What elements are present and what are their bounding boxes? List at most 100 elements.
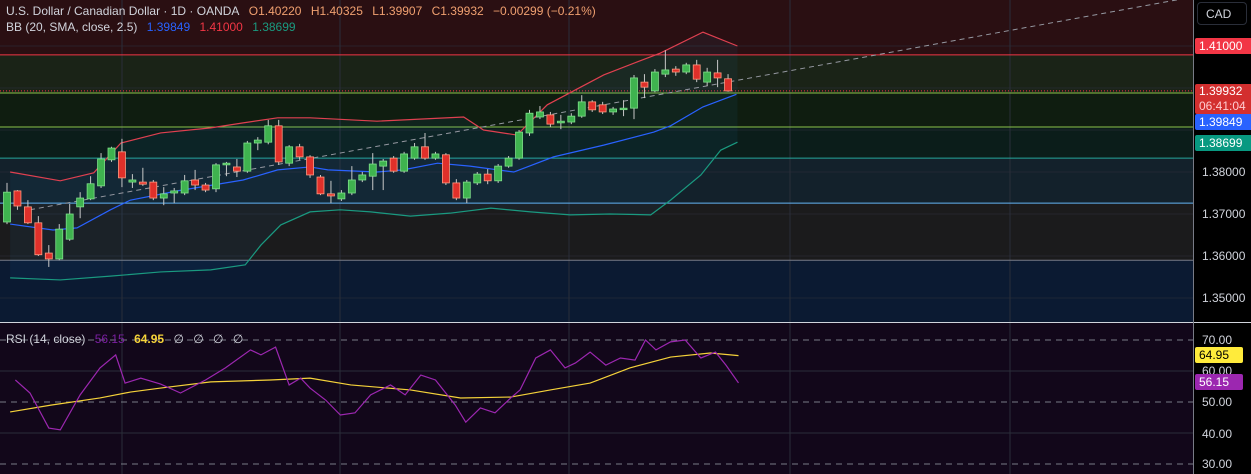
candle-body [577, 101, 586, 117]
ohlc-high: H1.40325 [310, 4, 363, 18]
bar-countdown: 06:41:04 [1199, 99, 1246, 113]
candle-body [347, 179, 356, 194]
candles [3, 50, 732, 267]
symbol-legend[interactable]: U.S. Dollar / Canadian Dollar · 1D · OAN… [6, 4, 602, 18]
candle-body [483, 173, 492, 182]
ohlc-change: −0.00299 (−0.21%) [493, 4, 596, 18]
candle-body [536, 111, 544, 118]
rsi-value: 56.15 [94, 332, 125, 346]
candle-body [149, 181, 158, 199]
candle-body [86, 183, 95, 200]
bb-upper-line [10, 31, 738, 182]
rsi-lines [0, 339, 1193, 465]
ohlc-close: C1.39932 [431, 4, 484, 18]
candle-body [44, 252, 53, 260]
rsi-extra: ∅ [173, 332, 184, 346]
axis-bg [1193, 0, 1251, 474]
candle-body [76, 197, 85, 208]
candle-body [651, 71, 659, 92]
rsi-tick: 70.00 [1202, 333, 1233, 347]
candle-body [138, 181, 147, 185]
candle-body [3, 191, 11, 223]
candle-body [316, 176, 325, 195]
price-tick: 1.36000 [1202, 249, 1246, 263]
candle-body [13, 190, 22, 207]
candle-body [546, 114, 555, 125]
bb-fill [10, 32, 738, 280]
last-price-tag: 1.39932 06:41:04 [1195, 84, 1251, 114]
rsi-tick: 50.00 [1202, 395, 1233, 409]
candle-body [598, 104, 607, 113]
candle-body [212, 164, 220, 190]
ohlc-open: O1.40220 [248, 4, 302, 18]
candle-body [180, 180, 189, 194]
zone-band [0, 127, 1193, 158]
candle-body [713, 72, 722, 79]
bollinger-bands [10, 0, 1178, 281]
candle-body [170, 190, 179, 194]
zone-band [0, 93, 1193, 127]
rsi-ma-value: 64.95 [134, 332, 165, 346]
candle-body [462, 181, 471, 199]
bb-lower-line [10, 141, 738, 281]
candle-body [515, 131, 523, 159]
rsi-line [14, 339, 739, 431]
candle-body [431, 153, 440, 159]
horizontal-levels [0, 54, 1193, 261]
bb-upper-value: 1.41000 [199, 20, 243, 34]
candle-body [671, 68, 680, 73]
rsi-extra: ∅ [213, 332, 224, 346]
candle-body [253, 139, 262, 144]
candle-body [55, 228, 64, 260]
candle-body [232, 166, 241, 172]
candle-body [567, 115, 576, 123]
candle-body [368, 163, 377, 177]
candle-body [128, 179, 137, 183]
rsi-tick: 40.00 [1202, 427, 1233, 441]
rsi-value-tag: 56.15 [1195, 374, 1243, 390]
candle-body [556, 120, 565, 124]
candle-body [504, 157, 513, 167]
rsi-ma-tag: 64.95 [1195, 347, 1243, 363]
zone-band [0, 203, 1193, 260]
bb-label: BB (20, SMA, close, 2.5) [6, 20, 138, 34]
rsi-extra: ∅ [193, 332, 204, 346]
bb-lower-value: 1.38699 [252, 20, 296, 34]
candle-body [389, 157, 398, 172]
grid [0, 0, 1193, 474]
candle-body [107, 147, 116, 161]
candle-body [640, 81, 649, 88]
candle-body [473, 173, 482, 184]
candle-body [97, 158, 105, 187]
bb-legend[interactable]: BB (20, SMA, close, 2.5) 1.39849 1.41000… [6, 20, 302, 34]
bb-basis-line [10, 93, 737, 231]
candle-body [661, 69, 670, 75]
candle-body [285, 146, 294, 164]
currency-button[interactable]: CAD [1197, 2, 1247, 25]
price-tick: 1.37000 [1202, 207, 1246, 221]
candle-body [682, 64, 691, 73]
basis-price-tag: 1.39849 [1195, 114, 1251, 130]
symbol-title: U.S. Dollar / Canadian Dollar · 1D · OAN… [6, 4, 240, 18]
candle-body [274, 125, 283, 163]
candle-body [159, 193, 168, 199]
rsi-tick: 30.00 [1202, 457, 1233, 471]
candle-body [609, 108, 617, 113]
candle-body [630, 77, 638, 109]
candle-body [65, 213, 74, 240]
candle-body [724, 78, 732, 92]
candle-body [191, 179, 200, 186]
lower-band-price-tag: 1.38699 [1195, 135, 1251, 151]
rsi-ma-line [10, 352, 739, 413]
rsi-legend[interactable]: RSI (14, close) 56.15 64.95 ∅ ∅ ∅ ∅ [6, 332, 249, 346]
candle-body [703, 71, 712, 83]
candle-body [619, 107, 628, 111]
upper-band-price-tag: 1.41000 [1195, 38, 1251, 54]
candle-body [337, 192, 346, 200]
candle-body [295, 146, 304, 158]
candle-body [264, 125, 273, 143]
candle-body [379, 160, 388, 167]
candle-body [588, 101, 597, 111]
candle-body [400, 153, 409, 172]
